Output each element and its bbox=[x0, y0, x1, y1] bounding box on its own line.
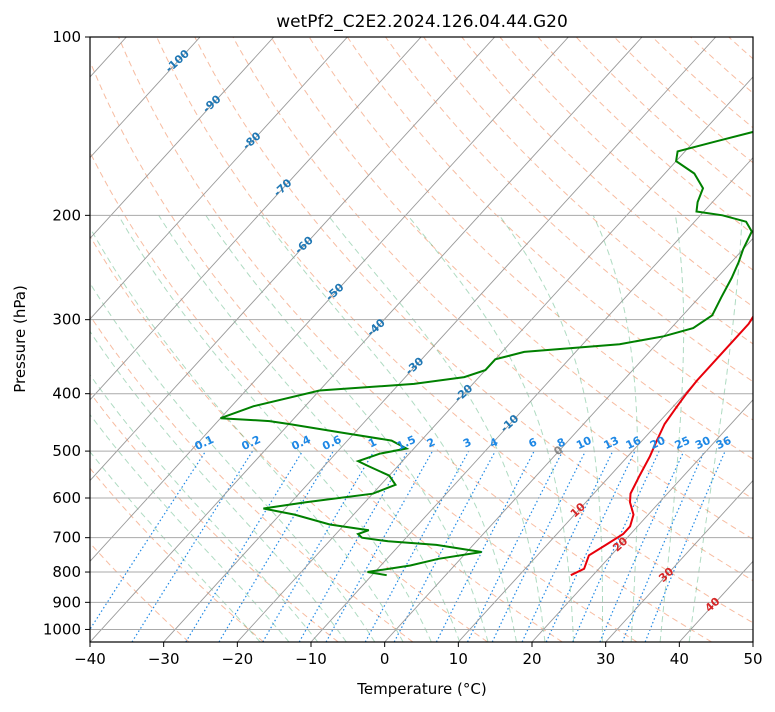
mixing-ratio-label: 25 bbox=[673, 434, 692, 452]
mixing-ratio-label: 10 bbox=[574, 434, 594, 452]
isotherm-line bbox=[0, 37, 274, 642]
x-tick-label: 10 bbox=[449, 650, 468, 668]
moist-adiabat bbox=[262, 215, 517, 642]
dry-adiabat bbox=[767, 37, 775, 642]
isotherm-line bbox=[237, 37, 775, 642]
mixing-ratio-label: 0.4 bbox=[290, 433, 313, 453]
mixing-ratio-line bbox=[132, 451, 253, 642]
mixing-ratio-label: 0.6 bbox=[320, 433, 343, 453]
isotherm-line bbox=[0, 37, 495, 642]
dry-adiabat bbox=[81, 37, 638, 642]
x-tick-label: 40 bbox=[670, 650, 689, 668]
x-tick-label: 20 bbox=[522, 650, 541, 668]
y-axis: 100 200 300 400 500 600 700 800 900 1000 bbox=[43, 28, 90, 638]
moist-adiabat bbox=[0, 215, 289, 642]
mixing-ratio-line bbox=[645, 451, 725, 642]
dry-adiabat bbox=[538, 37, 775, 642]
dry-adiabat bbox=[271, 37, 775, 642]
mixing-ratio-label: 3 bbox=[461, 435, 473, 450]
x-tick-label: −10 bbox=[295, 650, 327, 668]
y-tick-label: 800 bbox=[52, 563, 81, 581]
x-tick-label: −30 bbox=[148, 650, 180, 668]
y-tick-label: 300 bbox=[52, 311, 81, 329]
moist-adiabat bbox=[118, 215, 431, 642]
mixing-ratio-label: 16 bbox=[624, 434, 644, 452]
mixing-ratio-label: 0.1 bbox=[193, 433, 216, 453]
y-axis-label: Pressure (hPa) bbox=[11, 285, 29, 393]
moist-adiabat bbox=[159, 215, 460, 642]
y-tick-label: 200 bbox=[52, 206, 81, 224]
dry-adiabat bbox=[576, 37, 775, 642]
mixing-ratio-line bbox=[468, 451, 563, 642]
mixing-ratio-label: 6 bbox=[526, 435, 539, 450]
y-tick-label: 100 bbox=[52, 28, 81, 46]
isotherm-line bbox=[532, 37, 775, 642]
mixing-ratio-label: 4 bbox=[488, 435, 501, 450]
isotherm-line bbox=[164, 37, 716, 642]
isotherm-line bbox=[16, 37, 568, 642]
mixing-ratio-line bbox=[522, 451, 613, 642]
mixing-ratio-line bbox=[186, 451, 303, 642]
mixing-ratio-line bbox=[219, 451, 333, 642]
mixing-ratio-line bbox=[492, 451, 585, 642]
mixing-ratio-label: 2 bbox=[425, 435, 437, 450]
isotherm-line bbox=[0, 37, 347, 642]
dry-adiabat bbox=[0, 37, 264, 642]
moist-adiabat bbox=[499, 215, 602, 642]
dewpoint-profile bbox=[221, 37, 775, 575]
x-axis: −40 −30 −20 −10 0 10 20 30 40 50 bbox=[74, 642, 762, 668]
dry-adiabat bbox=[42, 37, 562, 642]
dry-adiabat bbox=[386, 37, 775, 642]
isotherm-line bbox=[0, 37, 421, 642]
moist-adiabat bbox=[0, 215, 260, 642]
mixing-ratio-label: 20 bbox=[648, 434, 668, 452]
dry-adiabat bbox=[0, 37, 338, 642]
y-tick-label: 500 bbox=[52, 442, 81, 460]
mixing-ratio-line bbox=[82, 451, 206, 642]
plot-frame bbox=[90, 37, 753, 642]
y-tick-label: 900 bbox=[52, 593, 81, 611]
mixing-ratio-label: 1.5 bbox=[395, 433, 418, 453]
x-tick-label: 0 bbox=[380, 650, 390, 668]
x-tick-label: 30 bbox=[596, 650, 615, 668]
mixing-ratio-line bbox=[263, 451, 374, 642]
x-tick-label: −40 bbox=[74, 650, 106, 668]
mixing-ratio-label: 30 bbox=[693, 434, 713, 452]
isotherm-line bbox=[385, 37, 775, 642]
x-tick-label: −20 bbox=[222, 650, 254, 668]
y-tick-label: 700 bbox=[52, 529, 81, 547]
isotherm-line bbox=[606, 37, 775, 642]
temperature-profile bbox=[571, 37, 775, 575]
mixing-ratio-line bbox=[622, 451, 704, 642]
plot-area: -100-90-80-70-60-50-40-30-20-10010203040… bbox=[0, 37, 775, 642]
moist-adiabat bbox=[593, 215, 638, 642]
isotherm-line bbox=[753, 37, 775, 642]
dry-adiabat bbox=[691, 37, 775, 642]
chart-title: wetPf2_C2E2.2024.126.04.44.G20 bbox=[276, 12, 568, 32]
y-tick-label: 600 bbox=[52, 489, 81, 507]
dry-adiabat bbox=[652, 37, 775, 642]
y-tick-label: 1000 bbox=[43, 620, 81, 638]
x-axis-label: Temperature (°C) bbox=[356, 680, 486, 698]
isotherm-line bbox=[90, 37, 642, 642]
y-tick-label: 400 bbox=[52, 385, 81, 403]
isotherm-line bbox=[0, 37, 200, 642]
x-tick-label: 50 bbox=[743, 650, 762, 668]
